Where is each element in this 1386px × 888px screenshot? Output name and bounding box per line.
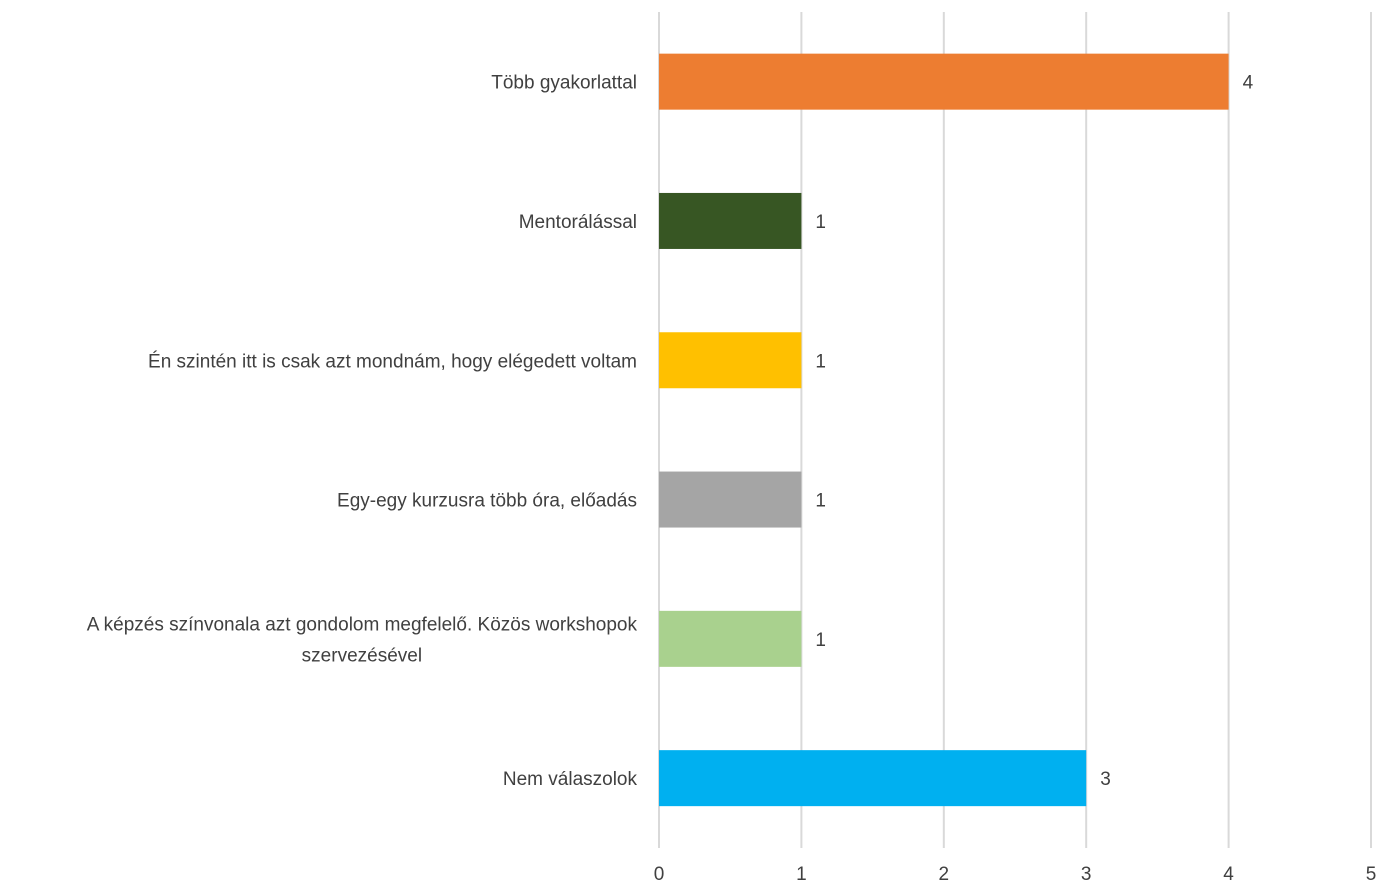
category-label: Egy-egy kurzusra több óra, előadás [337,491,637,512]
x-tick-label: 4 [1223,864,1234,885]
category-label-line: A képzés színvonala azt gondolom megfele… [87,614,638,635]
bar [659,332,802,389]
data-label: 1 [815,212,826,233]
data-label: 1 [815,351,826,372]
category-label-line: Mentorálással [519,212,637,233]
x-tick-label: 3 [1081,864,1092,885]
category-label: Én szintén itt is csak azt mondnám, hogy… [148,351,637,372]
category-label: Több gyakorlattal [491,73,637,94]
data-label: 3 [1100,769,1111,790]
category-label: Mentorálással [519,212,637,233]
category-labels: Több gyakorlattal Mentorálással Én szintén… [87,73,638,791]
bar [659,610,802,667]
bar [659,471,802,528]
data-labels: 4 1 1 1 1 3 [815,73,1253,791]
x-axis-ticks: 0 1 2 3 4 5 [654,864,1377,885]
bars [659,53,1229,807]
x-tick-label: 5 [1366,864,1377,885]
category-label: A képzés színvonala azt gondolom megfele… [87,614,638,666]
category-label-line: Több gyakorlattal [491,73,637,94]
category-label-line: Én szintén itt is csak azt mondnám, hogy… [148,351,637,372]
gridlines [658,12,1372,848]
data-label: 1 [815,491,826,512]
category-label-line: Nem válaszolok [503,769,638,790]
bar [659,192,802,249]
category-label: Nem válaszolok [503,769,638,790]
x-tick-label: 1 [796,864,807,885]
bar [659,750,1087,807]
category-label-line: szervezésével [302,645,422,666]
x-tick-label: 2 [939,864,950,885]
x-tick-label: 0 [654,864,665,885]
data-label: 4 [1243,73,1254,94]
bar [659,53,1229,110]
data-label: 1 [815,630,826,651]
category-label-line: Egy-egy kurzusra több óra, előadás [337,491,637,512]
